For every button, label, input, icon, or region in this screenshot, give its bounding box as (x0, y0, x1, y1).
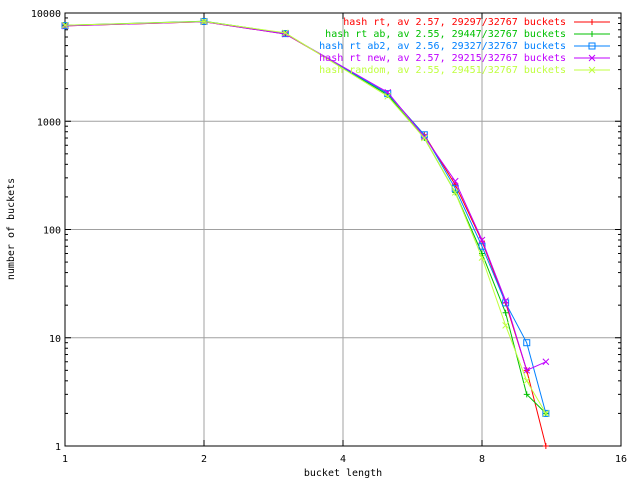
series-line (64, 20, 547, 414)
data-point (502, 322, 509, 329)
y-tick-label: 10 (49, 334, 61, 345)
data-point (523, 377, 531, 385)
data-point (502, 297, 509, 305)
legend-label: hash random, av 2.55, 29451/32767 bucket… (319, 65, 566, 76)
legend-swatch-marker (588, 54, 596, 62)
data-point (384, 92, 392, 100)
data-point (542, 409, 550, 417)
legend: hash rt, av 2.57, 29297/32767 bucketshas… (319, 17, 610, 76)
data-point (523, 391, 530, 398)
data-point (420, 133, 428, 141)
legend-label: hash rt ab, av 2.55, 29447/32767 buckets (325, 29, 566, 40)
y-axis-label: number of buckets (6, 178, 17, 280)
series-3 (61, 17, 550, 417)
x-tick-label: 1 (62, 454, 68, 465)
legend-swatch-marker (588, 42, 596, 50)
y-tick-label: 1 (55, 442, 61, 453)
x-axis-label: bucket length (304, 468, 382, 479)
legend-label: hash rt, av 2.57, 29297/32767 buckets (343, 17, 566, 28)
x-tick-label: 8 (479, 454, 485, 465)
y-tick-label: 100 (43, 226, 61, 237)
series-line (64, 20, 547, 414)
data-point (542, 443, 549, 449)
data-point (281, 29, 289, 37)
legend-label: hash rt ab2, av 2.56, 29327/32767 bucket… (319, 41, 566, 52)
data-point (523, 339, 531, 347)
series-line (64, 20, 547, 414)
x-tick-label: 16 (615, 454, 627, 465)
legend-swatch-marker (588, 66, 596, 74)
legend-swatch-marker (589, 31, 595, 37)
data-point (542, 358, 550, 366)
data-point (478, 236, 486, 244)
series-2 (62, 18, 549, 417)
data-point (281, 30, 289, 38)
legend-swatch-marker (589, 19, 595, 25)
data-point (502, 309, 509, 316)
series-5 (61, 18, 550, 417)
data-point (200, 18, 208, 25)
x-tick-label: 2 (201, 454, 207, 465)
series-line (64, 21, 547, 371)
data-point (451, 189, 459, 196)
data-point (478, 254, 486, 261)
y-tick-label: 10000 (31, 9, 61, 20)
y-tick-label: 1000 (37, 117, 61, 128)
data-point (542, 410, 550, 417)
tick-labels: 1 2 4 8 16 1 10 100 1000 10000 (31, 9, 627, 465)
data-point (451, 177, 459, 185)
grid-lines (65, 13, 621, 446)
data-point (420, 134, 428, 142)
data-point (478, 242, 486, 250)
data-point (523, 366, 531, 374)
legend-label: hash rt new, av 2.57, 29215/32767 bucket… (319, 53, 566, 64)
data-point (61, 21, 69, 29)
x-tick-label: 4 (340, 454, 346, 465)
series-layer (61, 17, 550, 449)
